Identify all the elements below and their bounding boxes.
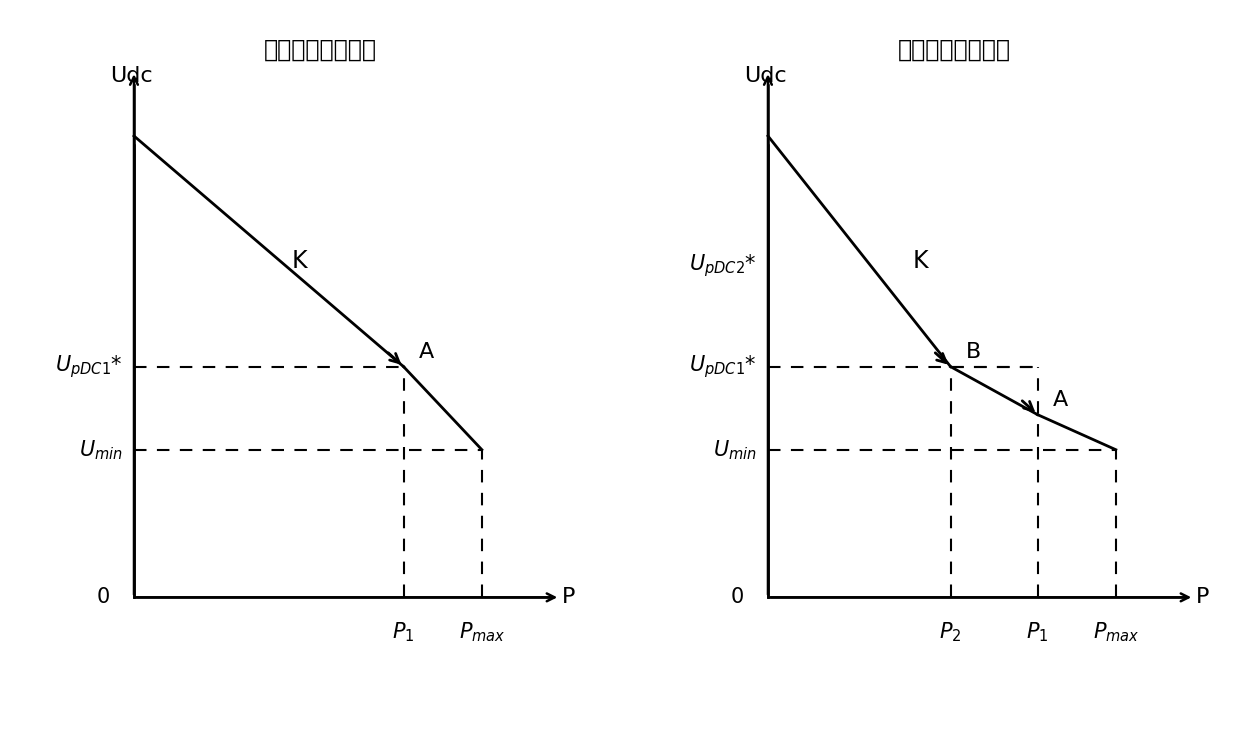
Text: $P_2$: $P_2$ — [940, 621, 962, 644]
Text: $U_{pDC1}$*: $U_{pDC1}$* — [56, 353, 123, 380]
Text: $U_{pDC2}$*: $U_{pDC2}$* — [689, 252, 758, 278]
Text: A: A — [419, 342, 434, 362]
Text: 主发电机下垂曲线: 主发电机下垂曲线 — [263, 38, 377, 62]
Text: Udc: Udc — [110, 66, 153, 86]
Text: K: K — [913, 249, 928, 273]
Text: $U_{pDC1}$*: $U_{pDC1}$* — [689, 353, 758, 380]
Text: $P_{max}$: $P_{max}$ — [459, 621, 505, 644]
Text: A: A — [1053, 391, 1068, 411]
Text: 0: 0 — [97, 587, 110, 607]
Text: B: B — [966, 342, 981, 362]
Text: $U_{min}$: $U_{min}$ — [79, 438, 123, 461]
Text: $P_1$: $P_1$ — [392, 621, 415, 644]
Text: $P_{max}$: $P_{max}$ — [1092, 621, 1140, 644]
Text: $P_1$: $P_1$ — [1027, 621, 1049, 644]
Text: P: P — [1197, 587, 1210, 607]
Text: $U_{min}$: $U_{min}$ — [713, 438, 758, 461]
Text: Udc: Udc — [744, 66, 786, 86]
Text: 从发电机下垂曲线: 从发电机下垂曲线 — [898, 38, 1011, 62]
Text: P: P — [562, 587, 575, 607]
Text: K: K — [291, 249, 308, 273]
Text: 0: 0 — [730, 587, 744, 607]
